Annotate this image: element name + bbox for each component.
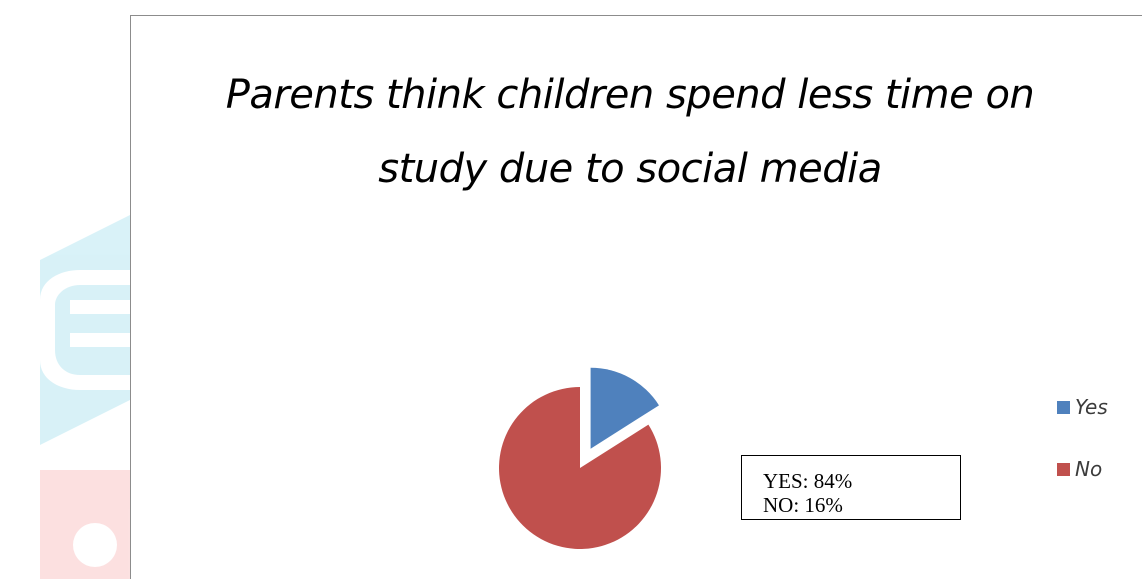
legend-swatch-no [1057,462,1070,476]
chart-area-border [130,15,1142,579]
annotation-no-text: NO: 16% [763,493,843,517]
legend-label-yes: Yes [1075,395,1108,419]
pie-chart [499,367,661,549]
watermark-logo [40,215,130,579]
percentage-annotation-box: YES: 84% NO: 16% [741,455,961,520]
pie-slice-no [499,387,661,549]
legend-item-no: No [1057,452,1108,486]
annotation-yes-text: YES: 84% [763,469,853,493]
chart-title: Parents think children spend less time o… [225,72,1035,192]
chart-legend: Yes No [1057,390,1108,514]
pie-slice-yes [590,367,659,449]
legend-item-yes: Yes [1057,390,1108,424]
legend-label-no: No [1075,457,1103,481]
legend-swatch-yes [1057,400,1070,414]
